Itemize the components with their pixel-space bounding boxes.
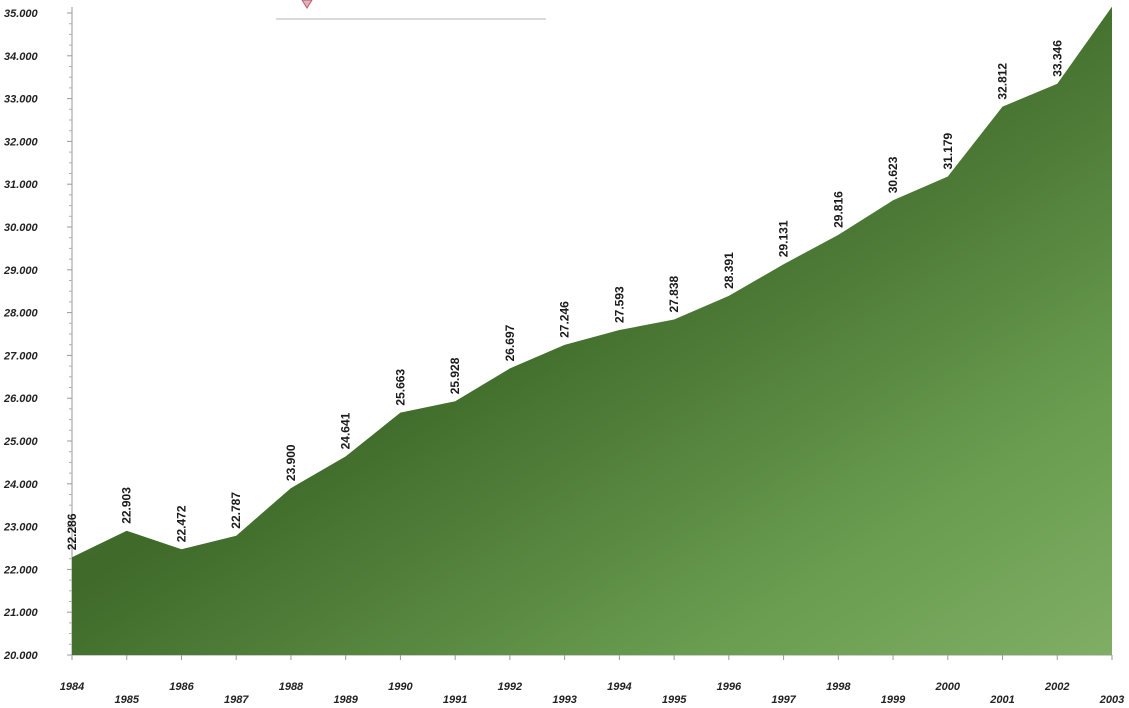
x-tick-label: 1996 (717, 681, 742, 693)
x-tick-label: 2002 (1044, 681, 1069, 693)
data-label: 22.787 (229, 492, 243, 529)
data-label: 26.697 (503, 324, 517, 361)
y-tick-label: 34.000 (4, 51, 39, 63)
data-label: 27.838 (667, 275, 681, 312)
x-tick-label: 1985 (114, 694, 139, 706)
x-tick-label: 2003 (1099, 694, 1124, 706)
y-tick-label: 25.000 (3, 436, 39, 448)
data-label: 22.903 (120, 487, 134, 524)
data-label: 29.131 (777, 220, 791, 257)
y-tick-label: 30.000 (4, 222, 39, 234)
data-label: 29.816 (831, 191, 845, 228)
header-decoration (276, 0, 546, 20)
x-tick-label: 1993 (552, 694, 576, 706)
area-series (72, 6, 1112, 656)
data-label: 24.641 (339, 412, 353, 449)
y-tick-label: 32.000 (4, 136, 39, 148)
y-tick-label: 23.000 (3, 522, 39, 534)
y-tick-label: 27.000 (3, 350, 39, 362)
x-tick-label: 1986 (169, 681, 194, 693)
x-tick-label: 1984 (60, 681, 84, 693)
x-tick-label: 1991 (443, 694, 467, 706)
data-label: 23.900 (284, 444, 298, 481)
x-tick-label: 1988 (279, 681, 304, 693)
x-tick-label: 1989 (333, 694, 358, 706)
data-label: 27.593 (612, 286, 626, 323)
data-label: 31.179 (941, 132, 955, 169)
x-tick-label: 2001 (989, 694, 1014, 706)
y-tick-label: 24.000 (3, 479, 39, 491)
x-tick-label: 1990 (388, 681, 413, 693)
y-tick-label: 22.000 (3, 564, 39, 576)
y-tick-label: 29.000 (3, 265, 39, 277)
data-label: 25.928 (448, 357, 462, 394)
y-tick-label: 26.000 (3, 393, 39, 405)
data-label: 22.472 (175, 505, 189, 542)
y-tick-label: 31.000 (4, 179, 39, 191)
x-tick-label: 1998 (826, 681, 851, 693)
y-tick-label: 20.000 (3, 650, 39, 662)
data-label: 30.623 (886, 156, 900, 193)
x-tick-label: 2000 (935, 681, 961, 693)
area-layer (72, 6, 1112, 656)
data-label-layer: 22.286 22.903 22.472 22.787 23.900 24.641 25.6… (65, 40, 1064, 550)
x-tick-label: 1999 (881, 694, 906, 706)
x-tick-label: 1997 (771, 694, 796, 706)
y-tick-label: 33.000 (4, 94, 39, 106)
data-label: 28.391 (722, 252, 736, 289)
data-label: 32.812 (996, 63, 1010, 100)
y-tick-label: 35.000 (4, 8, 39, 20)
data-label: 33.346 (1050, 40, 1064, 77)
x-tick-label: 1992 (498, 681, 522, 693)
logo-mark (301, 0, 313, 9)
x-tick-label: 1994 (607, 681, 631, 693)
y-tick-label: 28.000 (3, 308, 39, 320)
axis-layer: 20.000 21.000 22.000 23.000 24.000 25.000 26.0… (3, 7, 1124, 706)
y-tick-label: 21.000 (3, 607, 39, 619)
data-label: 22.286 (65, 513, 79, 550)
x-tick-label: 1987 (224, 694, 249, 706)
data-label: 27.246 (558, 301, 572, 338)
x-tick-label: 1995 (662, 694, 687, 706)
data-label: 25.663 (393, 369, 407, 406)
